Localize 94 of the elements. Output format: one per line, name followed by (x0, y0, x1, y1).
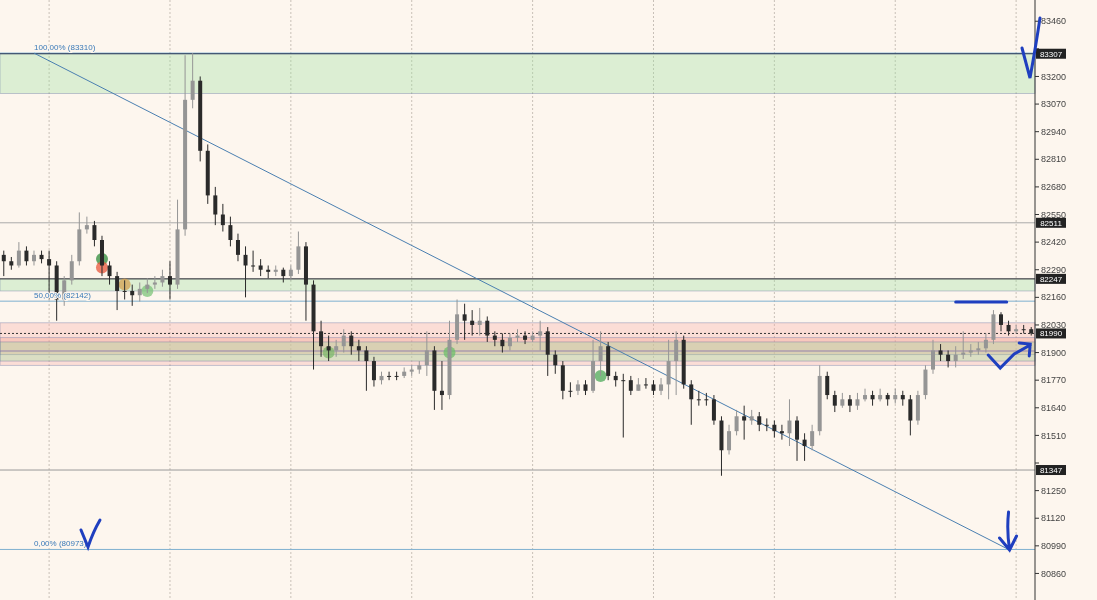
candlestick (1014, 324, 1019, 334)
candlestick (364, 345, 369, 392)
candlestick (711, 394, 716, 426)
candlestick (787, 398, 792, 447)
candlestick (568, 381, 573, 398)
candlestick (575, 379, 580, 396)
candlestick (953, 345, 958, 368)
point (594, 369, 607, 382)
candlestick (130, 284, 135, 307)
y-tick-label: 82030 (1041, 320, 1067, 331)
candlestick (16, 241, 21, 269)
candlestick (628, 375, 633, 396)
candlestick (727, 424, 732, 456)
candlestick (734, 409, 739, 436)
candlestick (477, 307, 482, 337)
candlestick (621, 373, 626, 439)
candlestick (356, 339, 361, 362)
y-tick-label: 82290 (1041, 264, 1067, 275)
y-tick-label: 81510 (1041, 430, 1067, 441)
candlestick (220, 203, 225, 232)
candlestick (296, 231, 301, 275)
y-tick-label: 82680 (1041, 182, 1067, 193)
y-tick-label: 81250 (1041, 485, 1067, 496)
candlestick (1, 250, 6, 277)
y-tick-label: 81770 (1041, 375, 1067, 386)
candlestick (863, 388, 868, 402)
candlestick (696, 390, 701, 407)
y-tick-label: 81640 (1041, 402, 1067, 413)
candlestick (371, 356, 376, 388)
candlestick (999, 311, 1003, 332)
candlestick (32, 250, 36, 266)
candlestick (908, 394, 913, 436)
candlestick (878, 388, 883, 402)
y-tick-label: 83070 (1041, 99, 1067, 110)
candlestick (235, 233, 240, 262)
annotation: 100,00% (83310) (34, 43, 96, 53)
y-tick-label: 82940 (1041, 126, 1067, 137)
candlestick (424, 330, 429, 377)
candlestick (847, 394, 852, 413)
y-tick-label: 81900 (1041, 347, 1067, 358)
candlestick (795, 415, 800, 462)
ref-line-label: 81347 (1039, 465, 1063, 475)
y-tick-label: 81120 (1041, 513, 1066, 524)
candlestick (24, 245, 29, 266)
candlestick (946, 349, 951, 368)
ref-line-label: 82247 (1039, 274, 1063, 284)
y-tick-label: 80860 (1041, 568, 1067, 579)
ref-line-label: 83307 (1039, 49, 1063, 59)
candlestick (92, 220, 97, 247)
annotation: 0,00% (80973) (34, 539, 87, 549)
candlestick (961, 330, 966, 360)
candlestick (704, 392, 709, 407)
y-tick-label: 83460 (1041, 16, 1067, 27)
candlestick (439, 360, 444, 411)
candlestick (213, 186, 218, 226)
candlestick (288, 264, 293, 281)
candlestick (84, 216, 89, 235)
candlestick (69, 254, 74, 286)
ref-line-label: 81990 (1039, 329, 1063, 339)
y-tick-label: 82550 (1041, 209, 1067, 220)
candlestick (802, 432, 807, 462)
y-tick-label: 82810 (1041, 154, 1067, 165)
candlestick (190, 52, 195, 109)
candlestick (251, 250, 256, 273)
candlestick (825, 371, 830, 400)
y-tick-label: 82160 (1041, 292, 1067, 303)
candlestick (689, 379, 694, 426)
candlestick (387, 371, 392, 381)
candlestick (523, 330, 528, 345)
candlestick (810, 424, 815, 451)
candlestick (832, 390, 837, 413)
candlestick (757, 411, 762, 432)
candlestick (598, 330, 603, 377)
y-tick-label: 80990 (1041, 540, 1067, 551)
candlestick (779, 424, 784, 441)
candlestick (137, 281, 142, 303)
candlestick (326, 335, 331, 362)
candlestick (764, 417, 769, 432)
candlestick (341, 328, 346, 354)
ref-line-label: 82511 (1040, 218, 1063, 228)
candlestick (507, 332, 512, 351)
candlestick (643, 377, 648, 390)
candlestick (152, 275, 157, 290)
candlestick (538, 320, 543, 351)
candlestick (659, 377, 664, 396)
y-tick-label: 82420 (1041, 237, 1067, 248)
candlestick (228, 216, 233, 247)
candlestick (553, 349, 558, 375)
candlestick (742, 405, 747, 441)
candlestick (674, 330, 679, 396)
candlestick (666, 339, 671, 400)
candlestick (931, 339, 936, 375)
y-tick-label: 83200 (1041, 71, 1067, 82)
candlestick (983, 332, 988, 354)
